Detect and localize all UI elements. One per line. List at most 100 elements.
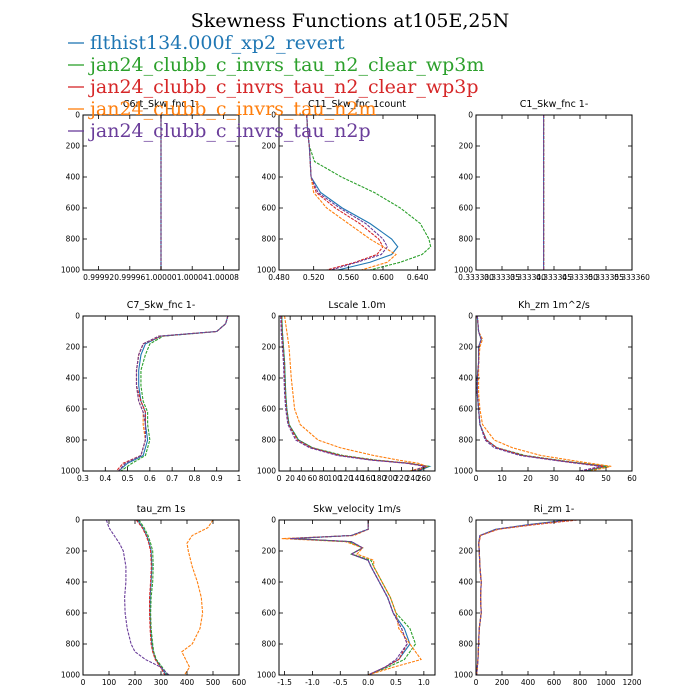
x-tick-label: 400 — [521, 678, 536, 687]
y-tick-label: 0 — [75, 111, 80, 120]
plot-frame — [82, 315, 240, 472]
x-tick-label: 0.3 — [77, 474, 89, 483]
x-tick-label: 40 — [297, 474, 307, 483]
x-tick-label: 400 — [180, 678, 195, 687]
x-tick-label: 0 — [277, 474, 282, 483]
x-tick-label: 20 — [285, 474, 295, 483]
legend-item-1: flthist134.000f_xp2_revert — [68, 32, 345, 54]
plot-frame — [475, 519, 633, 676]
legend-item-5: jan24_clubb_c_invrs_tau_n2p — [68, 120, 371, 142]
y-tick-label: 600 — [459, 609, 474, 618]
x-tick-label: 160 — [361, 474, 376, 483]
series-line-2 — [138, 519, 168, 676]
x-tick-label: 0.6 — [144, 474, 156, 483]
panel-3: C1_Skw_fnc 1-020040060080010000.3333300.… — [454, 99, 650, 282]
series-line-4 — [284, 315, 429, 472]
x-tick-label: 40 — [575, 474, 585, 483]
y-tick-label: 800 — [459, 436, 474, 445]
series-line-2 — [292, 520, 417, 676]
x-tick-label: 30 — [549, 474, 559, 483]
x-tick-label: 0.333355 — [588, 273, 624, 282]
y-tick-label: 1000 — [454, 671, 473, 680]
x-tick-label: 0.99996 — [114, 273, 145, 282]
series-line-3 — [476, 315, 604, 472]
x-tick-label: 0.5 — [122, 474, 134, 483]
x-tick-label: 0.4 — [99, 474, 111, 483]
x-tick-label: 0.560 — [338, 273, 360, 282]
series-line-1 — [281, 315, 432, 472]
x-tick-label: 0.333350 — [562, 273, 598, 282]
x-tick-label: 0.8 — [188, 474, 200, 483]
x-tick-label: 100 — [102, 678, 117, 687]
series-line-4 — [476, 519, 574, 676]
x-tick-label: 20 — [523, 474, 533, 483]
y-tick-label: 200 — [262, 142, 277, 151]
y-tick-label: 200 — [66, 343, 81, 352]
x-tick-label: 0.333360 — [614, 273, 650, 282]
series-line-2 — [120, 315, 229, 472]
y-tick-label: 400 — [66, 374, 81, 383]
x-tick-label: 100 — [328, 474, 343, 483]
y-tick-label: 400 — [459, 578, 474, 587]
y-tick-label: 1000 — [257, 467, 276, 476]
y-tick-label: 1000 — [61, 671, 80, 680]
y-tick-label: 800 — [66, 235, 81, 244]
x-tick-label: 220 — [394, 474, 409, 483]
y-tick-label: 800 — [262, 640, 277, 649]
series-line-2 — [281, 315, 431, 472]
x-tick-label: 0.7 — [166, 474, 178, 483]
panel-title: Lscale 1.0m — [328, 300, 385, 311]
x-tick-label: 1200 — [622, 678, 641, 687]
series-line-5 — [290, 520, 408, 676]
series-line-5 — [118, 315, 229, 472]
x-tick-label: 1.00000 — [145, 273, 176, 282]
y-tick-label: 0 — [468, 312, 473, 321]
plot-frame — [475, 315, 633, 472]
panel-title: Skw_velocity 1m/s — [313, 504, 401, 515]
series-line-5 — [476, 519, 571, 676]
y-tick-label: 1000 — [454, 467, 473, 476]
legend-label: jan24_clubb_c_invrs_tau_n2m — [88, 98, 376, 120]
x-tick-label: 0.0 — [362, 678, 374, 687]
series-line-3 — [135, 519, 166, 676]
x-tick-label: 0.99992 — [83, 273, 114, 282]
plot-frame — [278, 315, 436, 472]
x-tick-label: 200 — [383, 474, 398, 483]
y-tick-label: 400 — [459, 374, 474, 383]
x-tick-label: 0.5 — [390, 678, 402, 687]
x-tick-label: 1.0 — [418, 678, 430, 687]
y-tick-label: 0 — [271, 516, 276, 525]
y-tick-label: 600 — [262, 405, 277, 414]
x-tick-label: 300 — [154, 678, 169, 687]
y-tick-label: 0 — [271, 312, 276, 321]
series-line-5 — [476, 315, 601, 472]
y-tick-label: 600 — [262, 204, 277, 213]
x-tick-label: 0.333340 — [510, 273, 546, 282]
y-tick-label: 200 — [459, 343, 474, 352]
x-tick-label: 240 — [406, 474, 421, 483]
y-tick-label: 1000 — [257, 266, 276, 275]
y-tick-label: 0 — [75, 312, 80, 321]
y-tick-label: 400 — [262, 173, 277, 182]
x-tick-label: 500 — [206, 678, 221, 687]
x-tick-label: 1 — [237, 474, 242, 483]
y-tick-label: 600 — [459, 204, 474, 213]
x-tick-label: 80 — [319, 474, 329, 483]
y-tick-label: 400 — [66, 578, 81, 587]
legend-item-4: jan24_clubb_c_invrs_tau_n2m — [68, 98, 376, 120]
x-tick-label: -1.5 — [277, 678, 292, 687]
x-tick-label: 1.00004 — [177, 273, 208, 282]
series-line-5 — [306, 114, 388, 271]
x-tick-label: 140 — [350, 474, 365, 483]
y-tick-label: 800 — [66, 436, 81, 445]
y-tick-label: 1000 — [61, 467, 80, 476]
y-tick-label: 600 — [66, 609, 81, 618]
x-tick-label: 0.600 — [372, 273, 394, 282]
y-tick-label: 1000 — [454, 266, 473, 275]
panel-title: C1_Skw_fnc 1- — [520, 99, 589, 110]
